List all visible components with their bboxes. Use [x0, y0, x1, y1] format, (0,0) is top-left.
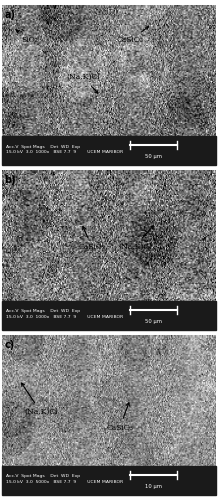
Bar [2, 136, 216, 165]
Text: 50 μm: 50 μm [145, 319, 162, 324]
Text: 50 μm: 50 μm [145, 154, 162, 159]
Text: b): b) [4, 174, 16, 184]
Text: c): c) [4, 340, 15, 349]
Text: Acc.V  Spot Mags    Det  WD  Exp
15.0 kV  3.0  1000x   BSE 7.7  9        UCEM MA: Acc.V Spot Mags Det WD Exp 15.0 kV 3.0 1… [7, 310, 124, 319]
Text: 10 μm: 10 μm [145, 484, 162, 489]
Text: Acc.V  Spot Mags    Det  WD  Exp
15.0 kV  3.0  5000x   BSE 7.7  9        UCEM MA: Acc.V Spot Mags Det WD Exp 15.0 kV 3.0 5… [7, 474, 124, 484]
Text: a): a) [4, 10, 15, 20]
Text: (Na,K)Cl: (Na,K)Cl [118, 226, 153, 251]
Text: SiO₂: SiO₂ [16, 30, 38, 44]
Bar [2, 466, 216, 495]
Text: (Na,K)Cl: (Na,K)Cl [67, 73, 100, 94]
Text: CaSiO₃: CaSiO₃ [117, 26, 148, 44]
Text: CaSiO₃: CaSiO₃ [78, 226, 106, 251]
Text: (Na,K)Cl: (Na,K)Cl [22, 383, 57, 416]
Text: CaSiO₃: CaSiO₃ [106, 402, 133, 432]
Bar [2, 301, 216, 330]
Text: Acc.V  Spot Mags    Det  WD  Exp
15.0 kV  3.0  1000x   BSE 7.7  9        UCEM MA: Acc.V Spot Mags Det WD Exp 15.0 kV 3.0 1… [7, 144, 124, 154]
